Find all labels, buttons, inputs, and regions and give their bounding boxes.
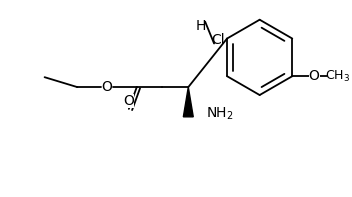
Text: O: O — [102, 80, 113, 94]
Text: Cl: Cl — [211, 33, 225, 46]
Text: O: O — [124, 94, 134, 108]
Text: NH$_2$: NH$_2$ — [206, 106, 234, 122]
Polygon shape — [183, 87, 193, 117]
Text: CH$_3$: CH$_3$ — [325, 69, 351, 84]
Text: O: O — [309, 69, 320, 83]
Text: H: H — [196, 19, 206, 33]
